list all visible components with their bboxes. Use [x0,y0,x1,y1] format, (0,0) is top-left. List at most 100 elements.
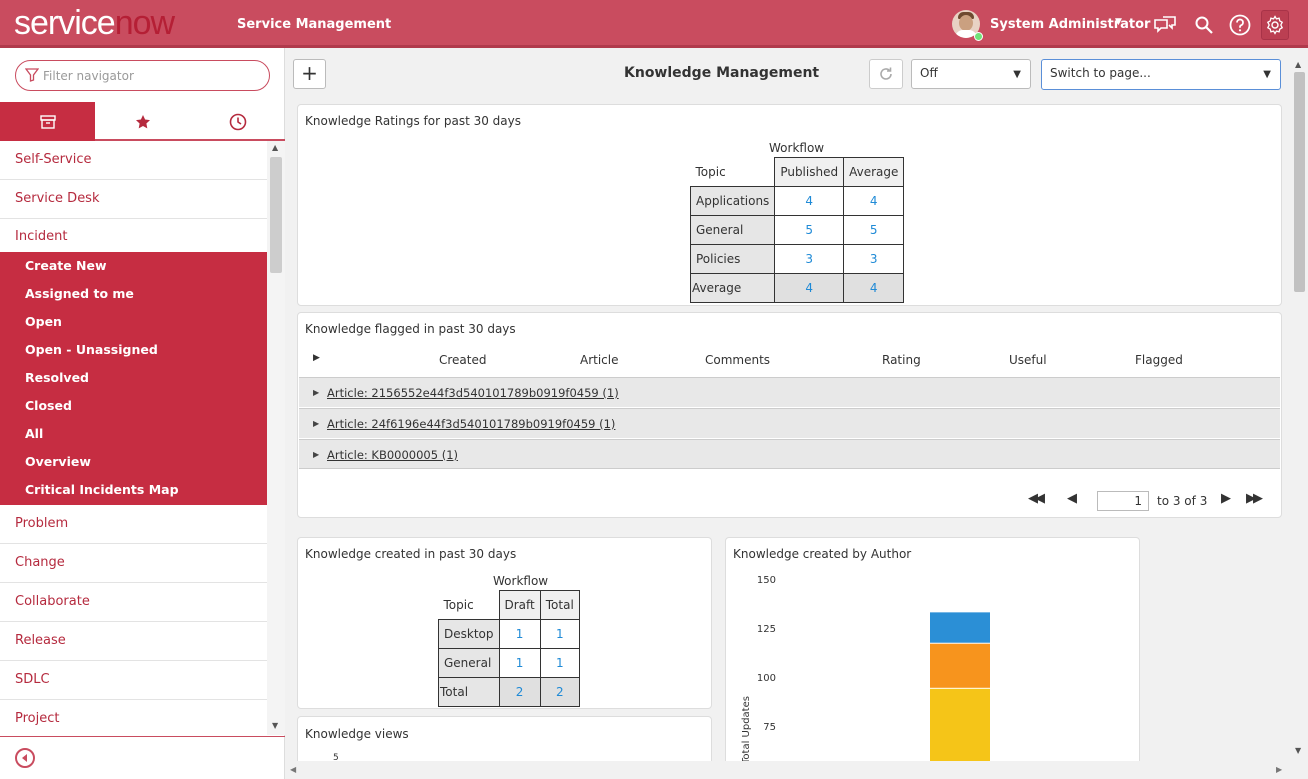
pivot-cell[interactable]: 3 [843,244,905,274]
nav-item-open-unassigned[interactable]: Open - Unassigned [25,342,158,357]
nav-item-assigned-to-me[interactable]: Assigned to me [25,286,134,301]
main-scroll-thumb[interactable] [1294,72,1305,292]
scroll-left-icon[interactable]: ◀ [290,765,297,774]
scroll-up-icon[interactable]: ▲ [272,143,279,152]
scroll-down-icon[interactable]: ▼ [1295,746,1302,755]
col-header-article[interactable]: Article [580,353,619,367]
nav-scrollbar[interactable]: ▲ ▼ [267,141,285,735]
nav-module-release[interactable]: Release [0,622,267,661]
group-row[interactable]: ▶ Article: 2156552e44f3d540101789b0919f0… [299,377,1280,407]
expand-icon[interactable]: ▶ [313,419,320,428]
tab-history[interactable] [190,102,285,141]
pivot-cell[interactable]: 1 [539,648,580,678]
widget-title: Knowledge views [305,727,409,741]
pivot-cell[interactable]: 4 [774,186,845,216]
pivot-total-cell[interactable]: 4 [843,273,905,303]
app-name: Service Management [237,17,392,32]
nav-module-project[interactable]: Project [0,700,267,735]
pivot-total-cell[interactable]: 2 [539,677,580,707]
row-label: Policies [689,244,776,274]
bar-segment-3[interactable] [930,612,990,643]
group-row[interactable]: ▶ Article: KB0000005 (1) [299,439,1280,469]
pivot-cell[interactable]: 1 [539,619,580,649]
search-icon[interactable] [1191,12,1217,38]
nav-scroll-thumb[interactable] [270,157,282,273]
chevron-down-icon[interactable]: ▼ [1115,17,1122,27]
col-header-created[interactable]: Created [439,353,487,367]
nav-module-change[interactable]: Change [0,544,267,583]
nav-item-critical-incidents-map[interactable]: Critical Incidents Map [25,482,179,497]
servicenow-logo[interactable]: servicenow [14,4,175,42]
pivot-total-cell[interactable]: 2 [498,677,541,707]
col-header-flagged[interactable]: Flagged [1135,353,1183,367]
nav-item-all[interactable]: All [25,426,44,441]
scroll-up-icon[interactable]: ▲ [1295,60,1302,69]
filter-navigator[interactable] [15,60,270,91]
pivot-cell[interactable]: 4 [843,186,905,216]
first-page-icon[interactable]: ◀◀ [1028,491,1045,506]
group-link[interactable]: Article: 2156552e44f3d540101789b0919f045… [327,386,619,400]
page-number-input[interactable]: 1 [1097,491,1149,511]
bar-segment-2[interactable] [930,643,990,688]
col-header-rating[interactable]: Rating [882,353,921,367]
col-header-comments[interactable]: Comments [705,353,771,367]
nav-module-sdlc[interactable]: SDLC [0,661,267,700]
widget-knowledge-flagged: Knowledge flagged in past 30 days ▶ Crea… [297,312,1282,518]
scroll-down-icon[interactable]: ▼ [272,721,279,730]
nav-item-create-new[interactable]: Create New [25,258,107,273]
tab-favorites[interactable] [95,102,190,141]
pivot-row-label: Topic [695,164,726,179]
help-icon[interactable] [1227,12,1253,38]
collapse-navigator-button[interactable] [15,748,35,768]
pivot-cell[interactable]: 5 [843,215,905,245]
widget-title: Knowledge Ratings for past 30 days [305,114,521,128]
scroll-right-icon[interactable]: ▶ [1276,765,1283,774]
main-scrollbar[interactable]: ▲ ▼ [1291,58,1308,759]
expand-icon[interactable]: ▶ [313,450,320,459]
refresh-button[interactable] [869,59,903,89]
chat-icon[interactable] [1152,12,1178,38]
refresh-interval-select[interactable]: Off ▼ [911,59,1031,89]
group-link[interactable]: Article: 24f6196e44f3d540101789b0919f045… [327,417,616,431]
row-label: Desktop [438,619,500,649]
nav-module-service-desk[interactable]: Service Desk [0,180,267,219]
nav-item-open[interactable]: Open [25,314,62,329]
row-label: Applications [689,186,776,216]
next-page-icon[interactable]: ▶ [1221,491,1231,506]
created-pivot-table: Topic Draft Total Desktop 1 1 General 1 … [438,590,580,707]
pivot-cell[interactable]: 1 [498,648,541,678]
pivot-cell[interactable]: 3 [774,244,845,274]
nav-item-closed[interactable]: Closed [25,398,72,413]
pivot-total-cell[interactable]: 4 [774,273,845,303]
group-row[interactable]: ▶ Article: 24f6196e44f3d540101789b0919f0… [299,408,1280,438]
tab-all-applications[interactable] [0,102,95,141]
nav-module-problem[interactable]: Problem [0,505,267,544]
filter-input[interactable] [43,67,263,85]
last-page-icon[interactable]: ▶▶ [1246,491,1263,506]
pivot-cell[interactable]: 5 [774,215,845,245]
pivot-cell[interactable]: 1 [498,619,541,649]
add-widget-button[interactable]: + [293,59,326,89]
nav-module-self-service[interactable]: Self-Service [0,141,267,180]
widget-title: Knowledge flagged in past 30 days [305,322,516,336]
col-header-useful[interactable]: Useful [1009,353,1047,367]
refresh-icon [880,67,892,80]
nav-item-resolved[interactable]: Resolved [25,370,89,385]
previous-page-icon[interactable]: ◀ [1067,491,1077,506]
expand-all-icon[interactable]: ▶ [313,353,320,363]
bar-segment-1[interactable] [930,688,990,767]
page-title: Knowledge Management [624,65,820,81]
nav-module-incident[interactable]: Incident [0,219,267,252]
horizontal-scrollbar[interactable]: ◀ ▶ [286,761,1291,779]
user-menu-name[interactable]: System Administrator [990,17,1151,32]
archive-icon [39,114,56,129]
switch-to-page-select[interactable]: Switch to page... ▼ [1041,59,1281,90]
settings-button[interactable] [1261,10,1289,40]
nav-module-collaborate[interactable]: Collaborate [0,583,267,622]
nav-item-overview[interactable]: Overview [25,454,91,469]
widget-title: Knowledge created in past 30 days [305,547,517,561]
group-link[interactable]: Article: KB0000005 (1) [327,448,459,462]
chart-title: Knowledge created by Author [733,547,912,561]
expand-icon[interactable]: ▶ [313,388,320,397]
user-avatar[interactable] [952,10,980,38]
